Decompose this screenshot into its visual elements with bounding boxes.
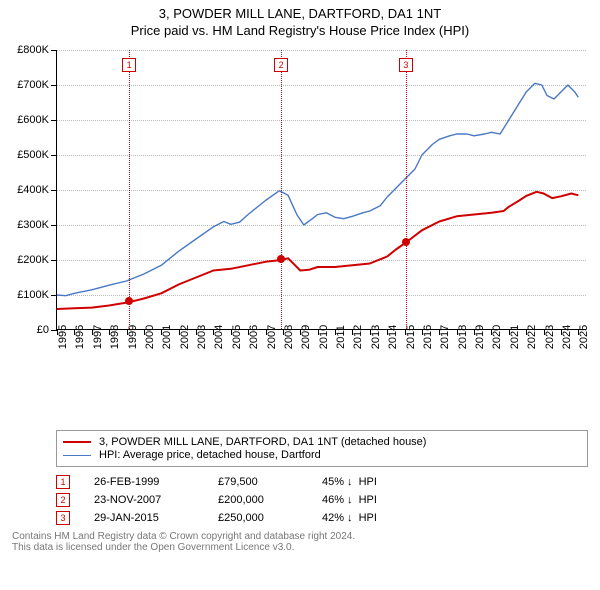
chart-area: £0 £100K £200K £300K £400K £500K £600K £700K £80… (8, 46, 592, 386)
sale-marker-box: 1 (122, 58, 136, 72)
y-tick-label: £500K (17, 149, 49, 161)
legend: 3, POWDER MILL LANE, DARTFORD, DA1 1NT (… (56, 430, 588, 467)
sale-dot (402, 238, 410, 246)
sale-price: £79,500 (218, 476, 298, 488)
sale-price: £200,000 (218, 494, 298, 506)
sale-marker-box: 2 (274, 58, 288, 72)
legend-row: 3, POWDER MILL LANE, DARTFORD, DA1 1NT (… (63, 436, 581, 448)
series-hpi (57, 83, 578, 295)
sale-row: 2 23-NOV-2007 £200,000 46% HPI (56, 493, 588, 507)
footer-line-1: Contains HM Land Registry data © Crown c… (12, 531, 588, 542)
sale-date: 29-JAN-2015 (94, 512, 194, 524)
chart-container: 3, POWDER MILL LANE, DARTFORD, DA1 1NT P… (0, 0, 600, 590)
sale-vline (406, 50, 407, 329)
sale-number-box: 2 (56, 493, 70, 507)
sale-vline (281, 50, 282, 329)
y-tick-label: £600K (17, 114, 49, 126)
sale-number-box: 1 (56, 475, 70, 489)
y-tick-label: £200K (17, 254, 49, 266)
sale-dot (277, 255, 285, 263)
sale-marker-box: 3 (399, 58, 413, 72)
legend-swatch (63, 441, 91, 443)
y-tick-label: £100K (17, 289, 49, 301)
arrow-down-icon (344, 494, 356, 506)
title-main: 3, POWDER MILL LANE, DARTFORD, DA1 1NT (8, 6, 592, 21)
footer: Contains HM Land Registry data © Crown c… (12, 531, 588, 553)
title-sub: Price paid vs. HM Land Registry's House … (8, 23, 592, 38)
y-tick-label: £800K (17, 44, 49, 56)
sale-date: 23-NOV-2007 (94, 494, 194, 506)
sales-table: 1 26-FEB-1999 £79,500 45% HPI 2 23-NOV-2007 £2… (56, 475, 588, 525)
y-tick-label: £0 (37, 324, 49, 336)
sale-price: £250,000 (218, 512, 298, 524)
sale-dot (125, 297, 133, 305)
sale-number-box: 3 (56, 511, 70, 525)
legend-label: HPI: Average price, detached house, Dart… (99, 449, 321, 461)
sale-vs-hpi: 45% HPI (322, 476, 377, 488)
sale-date: 26-FEB-1999 (94, 476, 194, 488)
sale-vline (129, 50, 130, 329)
arrow-down-icon (344, 512, 356, 524)
arrow-down-icon (344, 476, 356, 488)
footer-line-2: This data is licensed under the Open Gov… (12, 542, 588, 553)
legend-label: 3, POWDER MILL LANE, DARTFORD, DA1 1NT (… (99, 436, 426, 448)
y-tick-label: £300K (17, 219, 49, 231)
legend-row: HPI: Average price, detached house, Dart… (63, 449, 581, 461)
series-svg (57, 50, 587, 330)
series-property (57, 192, 578, 309)
sale-vs-hpi: 42% HPI (322, 512, 377, 524)
legend-swatch (63, 455, 91, 456)
sale-row: 1 26-FEB-1999 £79,500 45% HPI (56, 475, 588, 489)
y-tick-label: £400K (17, 184, 49, 196)
plot-area: £0£100K£200K£300K£400K£500K£600K£700K£80… (56, 50, 586, 330)
sale-vs-hpi: 46% HPI (322, 494, 377, 506)
sale-row: 3 29-JAN-2015 £250,000 42% HPI (56, 511, 588, 525)
y-tick-label: £700K (17, 79, 49, 91)
titles: 3, POWDER MILL LANE, DARTFORD, DA1 1NT P… (8, 6, 592, 38)
